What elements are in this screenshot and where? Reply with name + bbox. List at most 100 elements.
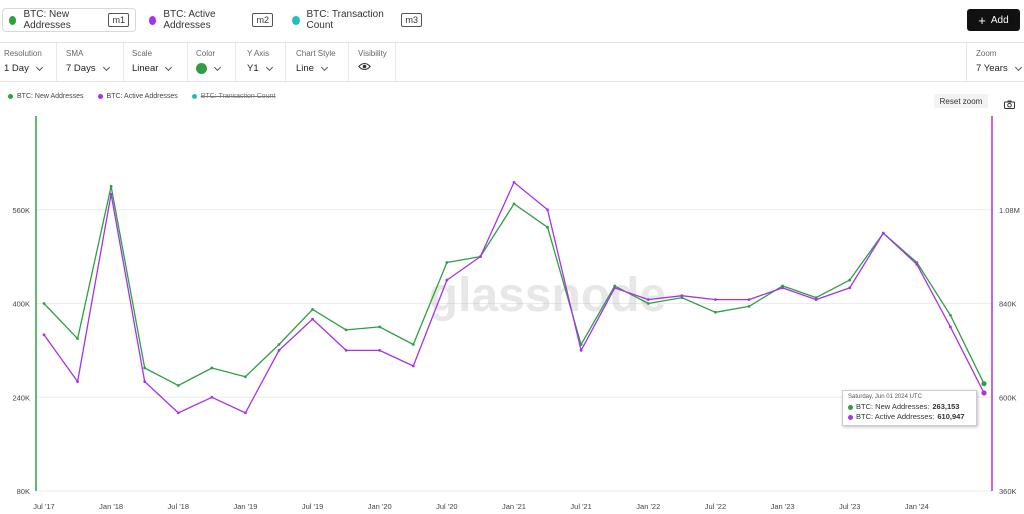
data-point [311, 317, 314, 321]
control-value: Y1 [247, 63, 259, 74]
legend-dot [191, 94, 197, 99]
control-label: Visibility [358, 49, 387, 58]
metric-tag: m1 [108, 13, 129, 27]
tooltip-row: BTC: New Addresses: 263,153 [848, 402, 971, 412]
series-color-dot [149, 15, 157, 25]
data-point [344, 328, 348, 332]
legend-item-new-addresses[interactable]: BTC: New Addresses [8, 93, 84, 100]
metric-tag: m2 [252, 13, 273, 27]
control-label: Color [196, 49, 216, 58]
data-point [42, 333, 46, 337]
control-label: Chart Style [296, 49, 336, 58]
chevron-down-icon [213, 63, 222, 71]
chevron-down-icon [35, 63, 43, 71]
data-point [814, 298, 818, 301]
data-point [613, 286, 617, 290]
tooltip-label: BTC: New Addresses: [856, 402, 930, 411]
chart-legend: BTC: New Addresses BTC: Active Addresses… [8, 93, 289, 100]
data-point [613, 284, 617, 288]
data-point [210, 395, 214, 399]
data-point [848, 286, 852, 290]
data-point [747, 298, 751, 301]
data-point [848, 278, 852, 282]
legend-item-active-addresses[interactable]: BTC: Active Addresses [97, 93, 178, 100]
control-value: 7 Years [976, 63, 1008, 74]
data-point [143, 380, 147, 384]
data-point [949, 325, 952, 329]
data-point [109, 192, 113, 196]
add-button[interactable]: + Add [967, 9, 1020, 31]
plus-icon: + [978, 12, 986, 28]
x-tick-label: Jan '23 [771, 502, 795, 511]
resolution-select[interactable]: Resolution 1 Day [0, 43, 57, 81]
data-point [277, 348, 281, 352]
control-label: SMA [66, 49, 84, 58]
data-point [949, 313, 952, 317]
zoom-select[interactable]: Zoom 7 Years [966, 43, 1024, 81]
x-tick-label: Jul '17 [33, 502, 54, 511]
x-tick-label: Jul '18 [168, 502, 189, 511]
y-right-tick-label: 840K [999, 300, 1017, 309]
y-left-tick-label: 400K [12, 300, 30, 309]
watermark: glassnode [429, 269, 666, 322]
legend-item-transaction-count[interactable]: BTC: Transaction Count [191, 93, 275, 100]
metric-chip-active-addresses[interactable]: BTC: Active Addresses m2 [143, 8, 279, 32]
x-tick-label: Jan '22 [636, 502, 660, 511]
sma-select[interactable]: SMA 7 Days [62, 43, 124, 81]
data-point [76, 380, 79, 384]
reset-zoom-button[interactable]: Reset zoom [934, 94, 988, 108]
visibility-toggle[interactable]: Visibility [354, 43, 396, 81]
camera-icon[interactable] [1004, 96, 1015, 114]
x-tick-label: Jul '19 [302, 502, 323, 511]
data-point [747, 305, 751, 308]
x-tick-label: Jan '20 [368, 502, 392, 511]
chevron-down-icon [165, 63, 173, 71]
chevron-down-icon [320, 63, 329, 71]
control-value: Linear [132, 63, 159, 74]
tooltip-value: 263,153 [932, 402, 960, 411]
data-point [143, 366, 147, 370]
series-color-dot [292, 15, 300, 25]
data-point [714, 310, 717, 314]
data-point [76, 337, 79, 341]
data-point [781, 284, 784, 288]
data-point [981, 381, 987, 387]
data-point [512, 202, 516, 206]
metric-chip-new-addresses[interactable]: BTC: New Addresses m1 [2, 8, 136, 32]
y-left-tick-label: 240K [12, 393, 30, 402]
color-select[interactable]: Color [192, 43, 236, 81]
tooltip-dot [848, 404, 853, 410]
scale-select[interactable]: Scale Linear [128, 43, 188, 81]
color-swatch [196, 63, 207, 74]
metric-bar: BTC: New Addresses m1 BTC: Active Addres… [0, 0, 1024, 43]
metric-chip-transaction-count[interactable]: BTC: Transaction Count m3 [286, 8, 428, 32]
series-layer [42, 181, 987, 415]
data-point [814, 296, 818, 300]
axes-layer: 80K 240K 400K 560K 360K 600K 840K 1.08M Jul '17 J… [12, 116, 1020, 511]
x-tick-label: Jan '19 [233, 502, 257, 511]
data-point [512, 181, 516, 184]
data-point [378, 325, 382, 329]
control-value: Line [296, 63, 314, 74]
tooltip-row: BTC: Active Addresses: 610,947 [848, 412, 971, 422]
y-left-tick-label: 560K [12, 206, 30, 215]
data-point [244, 411, 247, 415]
chevron-down-icon [102, 63, 110, 71]
x-tick-label: Jan '18 [99, 502, 123, 511]
data-point [176, 384, 180, 387]
metric-label: BTC: Transaction Count [306, 9, 384, 31]
x-tick-label: Jan '24 [905, 502, 929, 511]
chevron-down-icon [1014, 63, 1022, 71]
chevron-down-icon [265, 63, 273, 71]
data-point [646, 298, 650, 301]
chart-style-select[interactable]: Chart Style Line [292, 43, 349, 81]
data-point [378, 348, 382, 352]
y-axis-select[interactable]: Y Axis Y1 [243, 43, 286, 81]
tooltip-date: Saturday, Jun 01 2024 UTC [848, 394, 922, 400]
data-point [546, 208, 549, 212]
data-point [981, 390, 987, 396]
data-point [881, 231, 885, 235]
x-tick-label: Jul '20 [436, 502, 457, 511]
data-point [781, 286, 784, 290]
metric-tag: m3 [401, 13, 422, 27]
